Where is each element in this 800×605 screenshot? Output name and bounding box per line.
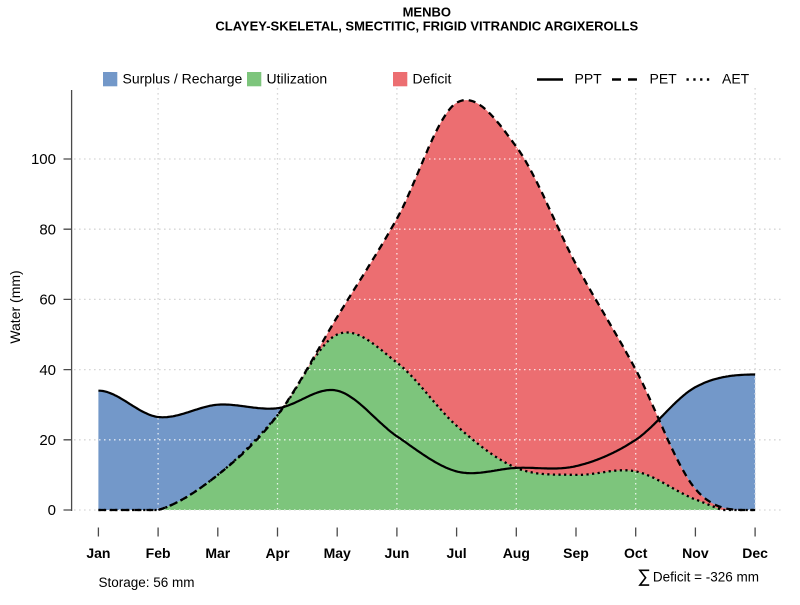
svg-text:Deficit: Deficit: [413, 71, 452, 87]
svg-text:0: 0: [48, 502, 56, 519]
svg-text:Oct: Oct: [624, 545, 648, 561]
svg-text:40: 40: [39, 362, 56, 379]
svg-text:Jan: Jan: [86, 545, 110, 561]
svg-text:Mar: Mar: [205, 545, 230, 561]
svg-text:100: 100: [31, 151, 56, 168]
svg-text:Jun: Jun: [384, 545, 409, 561]
svg-text:AET: AET: [722, 71, 750, 87]
svg-text:Water (mm): Water (mm): [7, 270, 23, 343]
svg-text:Sep: Sep: [563, 545, 589, 561]
svg-text:Feb: Feb: [146, 545, 171, 561]
svg-text:Aug: Aug: [503, 545, 530, 561]
svg-text:PET: PET: [650, 71, 678, 87]
svg-text:Utilization: Utilization: [267, 71, 328, 87]
svg-text:Surplus / Recharge: Surplus / Recharge: [123, 71, 243, 87]
svg-text:MENBO: MENBO: [403, 4, 451, 19]
svg-text:CLAYEY-SKELETAL, SMECTITIC, FR: CLAYEY-SKELETAL, SMECTITIC, FRIGID VITRA…: [215, 19, 638, 34]
svg-text:PPT: PPT: [575, 71, 603, 87]
svg-text:Jul: Jul: [446, 545, 466, 561]
svg-text:60: 60: [39, 292, 56, 309]
svg-text:Dec: Dec: [742, 545, 768, 561]
svg-text:20: 20: [39, 432, 56, 449]
svg-text:80: 80: [39, 221, 56, 238]
svg-text:May: May: [324, 545, 351, 561]
svg-text:Deficit = -326 mm: Deficit = -326 mm: [653, 570, 759, 585]
svg-text:Nov: Nov: [682, 545, 709, 561]
svg-text:Storage: 56 mm: Storage: 56 mm: [99, 575, 195, 590]
svg-text:Apr: Apr: [265, 545, 290, 561]
